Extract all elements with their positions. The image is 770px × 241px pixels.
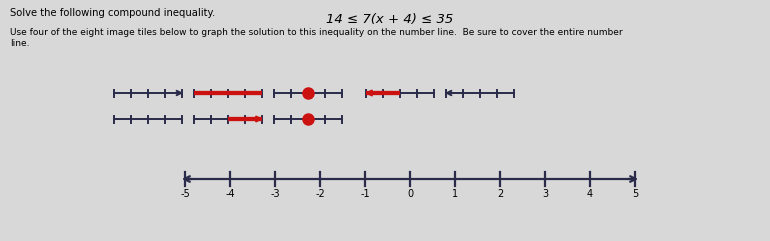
Text: 3: 3	[542, 189, 548, 199]
Text: 14 ≤ 7(x + 4) ≤ 35: 14 ≤ 7(x + 4) ≤ 35	[326, 13, 454, 26]
Text: line.: line.	[10, 39, 29, 48]
Text: -4: -4	[225, 189, 235, 199]
Text: Use four of the eight image tiles below to graph the solution to this inequality: Use four of the eight image tiles below …	[10, 28, 623, 37]
Text: 0: 0	[407, 189, 413, 199]
Text: 1: 1	[452, 189, 458, 199]
Text: -2: -2	[315, 189, 325, 199]
Text: Solve the following compound inequality.: Solve the following compound inequality.	[10, 8, 216, 18]
Text: -3: -3	[270, 189, 280, 199]
Text: 2: 2	[497, 189, 503, 199]
Text: -1: -1	[360, 189, 370, 199]
Text: -5: -5	[180, 189, 190, 199]
Text: 5: 5	[632, 189, 638, 199]
Text: 4: 4	[587, 189, 593, 199]
